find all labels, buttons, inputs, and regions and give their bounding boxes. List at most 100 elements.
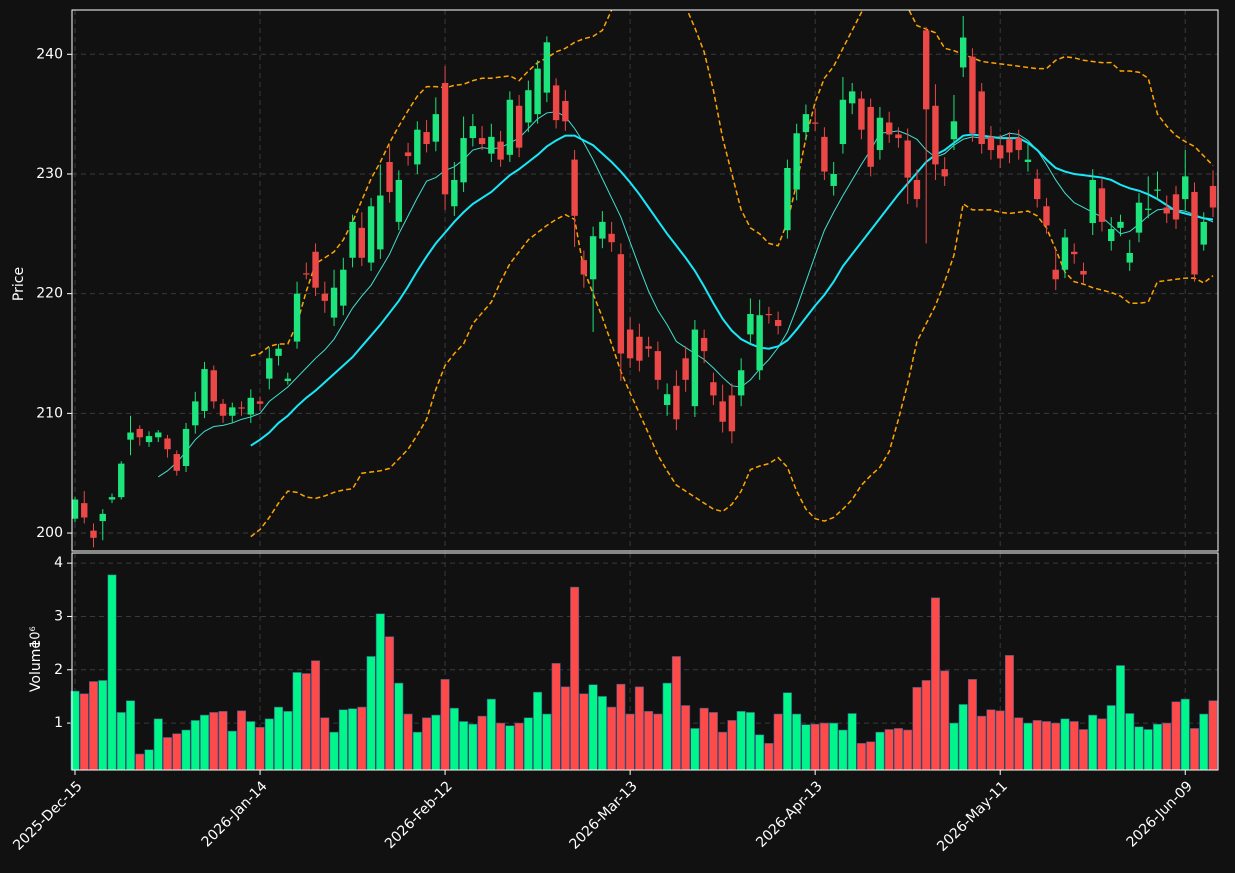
candle-body <box>340 269 347 306</box>
volume-bar <box>736 711 746 771</box>
candle-body <box>266 358 273 379</box>
candle-body <box>1071 251 1078 255</box>
volume-bar <box>819 722 829 771</box>
candle-body <box>959 37 967 68</box>
volume-bar <box>1180 698 1190 771</box>
candle-body <box>182 428 190 467</box>
candle-body <box>1135 202 1143 233</box>
candle-body <box>275 348 282 356</box>
volume-bar <box>1097 718 1107 771</box>
volume-bar <box>496 722 506 771</box>
candle-body <box>506 99 514 155</box>
candle-body <box>201 369 208 411</box>
volume-bar <box>1004 655 1014 771</box>
volume-bar <box>912 687 922 771</box>
volume-bar <box>200 714 210 771</box>
candle-body <box>1006 139 1013 153</box>
volume-bar <box>116 712 126 771</box>
candle-body <box>876 117 884 151</box>
candle-body <box>802 114 810 133</box>
volume-bar <box>1078 729 1088 771</box>
volume-bar <box>292 672 302 771</box>
y-tick-label: 210 <box>36 405 63 421</box>
candle-body <box>571 159 578 216</box>
volume-bar <box>1134 726 1144 771</box>
y-tick-label: 230 <box>36 166 63 182</box>
candle-body <box>608 233 615 243</box>
volume-bar <box>274 706 284 771</box>
volume-bar <box>431 714 441 771</box>
volume-bar <box>79 693 89 771</box>
candle-body <box>710 382 717 396</box>
volume-bar <box>375 613 385 771</box>
candle-body <box>922 30 930 110</box>
volume-bar <box>98 680 108 771</box>
volume-bar <box>163 737 173 771</box>
volume-bar <box>893 728 903 771</box>
candle-body <box>1126 252 1133 263</box>
volume-bar <box>227 730 237 771</box>
candle-body <box>469 126 477 139</box>
candle-body <box>423 132 430 145</box>
volume-bar <box>449 707 459 771</box>
y-tick-label: 240 <box>36 46 63 62</box>
candle-body <box>90 530 97 538</box>
volume-bar <box>616 683 626 771</box>
price-panel <box>72 10 1217 548</box>
candle-body <box>164 438 171 450</box>
candle-body <box>913 179 921 200</box>
candle-body <box>284 378 291 382</box>
volume-bar <box>209 712 219 771</box>
candle-body <box>765 314 773 316</box>
candle-body <box>867 106 874 167</box>
volume-bar <box>533 691 543 771</box>
candle-body <box>534 68 541 115</box>
candle-body <box>811 122 819 124</box>
volume-bar <box>329 731 339 771</box>
volume-bar <box>190 720 200 771</box>
volume-bar <box>671 656 681 771</box>
candle-body <box>395 179 403 222</box>
volume-bar <box>986 709 996 771</box>
volume-bar <box>755 734 765 771</box>
volume-bar <box>301 673 311 771</box>
candle-body <box>478 138 486 145</box>
volume-bar <box>625 713 635 771</box>
volume-bar <box>237 710 247 771</box>
volume-bar <box>607 706 617 771</box>
volume-bar <box>1143 729 1153 771</box>
volume-bar <box>338 709 348 771</box>
volume-bar <box>764 743 774 771</box>
volume-bar <box>218 711 228 771</box>
candle-body <box>663 394 671 405</box>
candle-body <box>293 293 301 342</box>
candle-body <box>525 90 532 123</box>
volume-bar <box>440 679 450 771</box>
candle-body <box>229 407 236 416</box>
volume-bar <box>967 679 977 771</box>
volume-bar <box>1189 728 1199 771</box>
candle-body <box>367 206 375 263</box>
candle-body <box>562 100 569 122</box>
candle-body <box>238 407 245 409</box>
volume-bar <box>977 715 987 771</box>
volume-bar <box>551 663 561 771</box>
candle-body <box>1182 176 1189 200</box>
candle-body <box>599 221 606 239</box>
candle-body <box>210 370 217 402</box>
candle-body <box>904 140 911 178</box>
y-tick-label: 4 <box>54 555 63 571</box>
candle-body <box>1089 179 1096 224</box>
candle-body <box>127 432 134 440</box>
candle-body <box>1043 206 1050 226</box>
volume-bar <box>838 729 848 771</box>
volume-bar <box>320 717 330 771</box>
y2-axis-label: Volume <box>28 640 44 692</box>
candle-body <box>1098 188 1106 222</box>
candle-body <box>784 167 791 231</box>
volume-bar <box>394 682 404 771</box>
volume-bar <box>1051 722 1061 771</box>
candle-body <box>451 179 458 207</box>
candle-body <box>219 403 227 416</box>
volume-bar <box>662 682 672 771</box>
